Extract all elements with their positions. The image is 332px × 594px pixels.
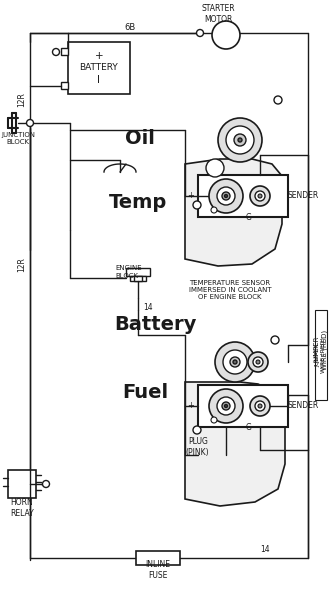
Text: BATTERY: BATTERY <box>80 64 119 72</box>
Text: JUMPER
WIRE (RED): JUMPER WIRE (RED) <box>316 337 326 373</box>
Circle shape <box>256 360 260 364</box>
Text: STARTER
MOTOR: STARTER MOTOR <box>201 4 235 24</box>
Text: JUNCTION
BLOCK: JUNCTION BLOCK <box>1 131 35 144</box>
Bar <box>61 82 68 89</box>
Circle shape <box>197 30 204 36</box>
Bar <box>136 551 180 565</box>
Circle shape <box>212 21 240 49</box>
Circle shape <box>211 207 217 213</box>
Circle shape <box>27 119 34 127</box>
Text: I: I <box>98 75 101 85</box>
Circle shape <box>52 49 59 55</box>
Polygon shape <box>185 159 282 266</box>
Text: Battery: Battery <box>114 315 196 334</box>
Circle shape <box>224 194 227 197</box>
Bar <box>61 48 68 55</box>
Text: Fuel: Fuel <box>122 384 168 403</box>
Bar <box>198 385 288 427</box>
Circle shape <box>217 187 235 205</box>
Circle shape <box>255 401 265 411</box>
Text: (PINK): (PINK) <box>185 447 208 457</box>
Circle shape <box>255 191 265 201</box>
Circle shape <box>238 138 242 142</box>
Bar <box>126 268 150 276</box>
Text: +: + <box>187 402 194 410</box>
Circle shape <box>234 134 246 146</box>
Circle shape <box>222 192 230 200</box>
Polygon shape <box>185 382 285 506</box>
Text: SENDER: SENDER <box>288 402 319 410</box>
Text: G: G <box>246 213 252 222</box>
Circle shape <box>193 426 201 434</box>
Text: SENDER: SENDER <box>288 191 319 201</box>
Circle shape <box>248 352 268 372</box>
Circle shape <box>224 405 227 407</box>
Circle shape <box>211 417 217 423</box>
Circle shape <box>209 389 243 423</box>
Circle shape <box>271 336 279 344</box>
Text: HORN
RELAY: HORN RELAY <box>10 498 34 518</box>
Text: 12R: 12R <box>18 258 27 273</box>
Circle shape <box>218 118 262 162</box>
Text: PLUG: PLUG <box>188 438 208 447</box>
Circle shape <box>233 360 237 364</box>
Text: G: G <box>246 422 252 431</box>
Circle shape <box>193 201 201 209</box>
Circle shape <box>215 342 255 382</box>
Circle shape <box>258 404 262 408</box>
Circle shape <box>206 159 224 177</box>
Circle shape <box>258 194 262 198</box>
Text: +: + <box>95 51 103 61</box>
Circle shape <box>226 126 254 154</box>
Circle shape <box>42 481 49 488</box>
Bar <box>198 175 288 217</box>
Circle shape <box>230 357 240 367</box>
Circle shape <box>222 402 230 410</box>
Circle shape <box>223 350 247 374</box>
Text: Temp: Temp <box>109 192 167 211</box>
Circle shape <box>250 186 270 206</box>
Text: INLINE
FUSE: INLINE FUSE <box>145 560 171 580</box>
Text: 14: 14 <box>260 545 270 555</box>
Circle shape <box>253 357 263 367</box>
Circle shape <box>209 179 243 213</box>
Text: 6B: 6B <box>124 23 136 31</box>
Bar <box>315 310 327 400</box>
Circle shape <box>217 397 235 415</box>
Text: Oil: Oil <box>125 128 155 147</box>
Bar <box>68 42 130 94</box>
Text: JUMPER
WIRE (RED): JUMPER WIRE (RED) <box>314 330 328 370</box>
Text: 14: 14 <box>143 302 153 311</box>
Text: 12R: 12R <box>18 93 27 108</box>
Circle shape <box>250 396 270 416</box>
Bar <box>130 276 146 281</box>
Bar <box>8 470 36 498</box>
Text: +: + <box>187 191 194 201</box>
Text: TEMPERATURE SENSOR
IMMERSED IN COOLANT
OF ENGINE BLOCK: TEMPERATURE SENSOR IMMERSED IN COOLANT O… <box>189 280 271 300</box>
Circle shape <box>274 96 282 104</box>
Bar <box>134 276 142 281</box>
Text: ENGINE
BLOCK: ENGINE BLOCK <box>115 266 142 279</box>
